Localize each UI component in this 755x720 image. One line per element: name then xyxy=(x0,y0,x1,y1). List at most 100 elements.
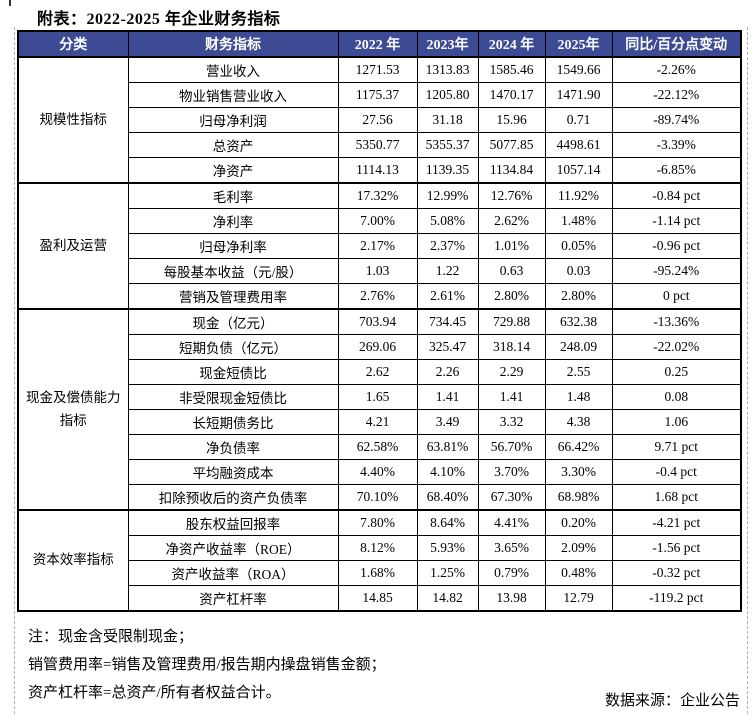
value-cell: 7.80% xyxy=(337,509,418,536)
metric-cell: 净利率 xyxy=(127,208,339,234)
value-cell: 5077.85 xyxy=(477,132,546,158)
footnote-line: 资产杠杆率=总资产/所有者权益合计。 xyxy=(28,685,281,701)
value-cell: 2.09% xyxy=(544,535,613,561)
value-cell: 0.03 xyxy=(544,258,613,284)
metric-cell: 归母净利润 xyxy=(127,107,339,133)
metric-cell: 每股基本收益（元/股） xyxy=(127,258,339,284)
value-cell: 4.21 xyxy=(337,409,418,435)
value-cell: 17.32% xyxy=(337,182,418,209)
value-cell: 1.68% xyxy=(337,560,418,586)
value-cell: 68.40% xyxy=(416,484,479,511)
page-title: 附表：2022-2025 年企业财务指标 xyxy=(37,11,281,28)
value-cell: 1.48 xyxy=(544,384,613,410)
metric-cell: 净资产收益率（ROE） xyxy=(127,535,339,561)
table-row: 资产杠杆率 14.85 14.82 13.98 12.79 -119.2 pct xyxy=(18,585,742,612)
value-cell: 56.70% xyxy=(477,434,546,460)
value-cell: 2.17% xyxy=(337,233,418,259)
table-row: 盈利及运营 毛利率 17.32% 12.99% 12.76% 11.92% -0.84 pc… xyxy=(17,182,742,310)
metric-cell: 长短期债务比 xyxy=(127,409,339,435)
metric-cell: 股东权益回报率 xyxy=(127,509,339,536)
value-cell: 3.32 xyxy=(477,409,546,435)
table-row: 扣除预收后的资产负债率 70.10% 68.40% 67.30% 68.98% 1.68 … xyxy=(18,484,742,511)
value-cell: 1134.84 xyxy=(477,157,546,184)
value-cell: 325.47 xyxy=(416,334,479,360)
value-cell: 1139.35 xyxy=(416,157,479,184)
value-cell: 1.68 pct xyxy=(611,484,742,511)
table-row: 非受限现金短债比 1.65 1.41 1.41 1.48 0.08 xyxy=(18,384,742,410)
metric-cell: 物业销售营业收入 xyxy=(127,82,339,108)
value-cell: 0.79% xyxy=(477,560,546,586)
value-cell: 11.92% xyxy=(544,182,613,209)
value-cell: -4.21 pct xyxy=(611,509,742,536)
value-cell: -89.74% xyxy=(611,107,742,133)
column-header: 2025年 xyxy=(544,30,613,58)
value-cell: 1313.83 xyxy=(416,56,479,83)
value-cell: 2.55 xyxy=(544,359,613,385)
value-cell: 1.41 xyxy=(416,384,479,410)
metric-cell: 总资产 xyxy=(127,132,339,158)
value-cell: 248.09 xyxy=(544,334,613,360)
value-cell: 67.30% xyxy=(477,484,546,511)
value-cell: -1.56 pct xyxy=(611,535,742,561)
value-cell: 27.56 xyxy=(337,107,418,133)
value-cell: 2.37% xyxy=(416,233,479,259)
value-cell: 0.48% xyxy=(544,560,613,586)
value-cell: 1.41 xyxy=(477,384,546,410)
value-cell: 8.12% xyxy=(337,535,418,561)
value-cell: 5350.77 xyxy=(337,132,418,158)
table-header-row: 分类 财务指标 2022 年 2023年 2024 年 2025年 同比/百分点变动 xyxy=(17,30,742,58)
table-row: 净利率 7.00% 5.08% 2.62% 1.48% -1.14 pct xyxy=(18,208,742,234)
value-cell: 1585.46 xyxy=(477,56,546,83)
value-cell: 729.88 xyxy=(477,308,546,335)
table-row: 净负债率 62.58% 63.81% 56.70% 66.42% 9.71 pct xyxy=(18,434,742,460)
value-cell: 1.03 xyxy=(337,258,418,284)
metric-cell: 归母净利率 xyxy=(127,233,339,259)
value-cell: 2.76% xyxy=(337,283,418,310)
value-cell: 15.96 xyxy=(477,107,546,133)
table-row: 归母净利率 2.17% 2.37% 1.01% 0.05% -0.96 pct xyxy=(18,233,742,259)
value-cell: 13.98 xyxy=(477,585,546,612)
value-cell: -22.02% xyxy=(611,334,742,360)
page-boundary-corner-mark xyxy=(9,0,11,6)
value-cell: 9.71 pct xyxy=(611,434,742,460)
table-row: 总资产 5350.77 5355.37 5077.85 4498.61 -3.39% xyxy=(18,132,742,158)
value-cell: 4.10% xyxy=(416,459,479,485)
value-cell: 2.80% xyxy=(544,283,613,310)
metric-cell: 营业收入 xyxy=(127,56,339,83)
table-row: 归母净利润 27.56 31.18 15.96 0.71 -89.74% xyxy=(18,107,742,133)
footnote-line: 注：现金含受限制现金； xyxy=(28,629,194,645)
value-cell: 5355.37 xyxy=(416,132,479,158)
footnotes: 注：现金含受限制现金； 销管费用率=销售及管理费用/报告期内操盘销售金额； 资产杠杆… xyxy=(28,623,386,707)
value-cell: 0.63 xyxy=(477,258,546,284)
metric-cell: 现金（亿元） xyxy=(127,308,339,335)
value-cell: -6.85% xyxy=(611,157,742,184)
category-cell: 资本效率指标 xyxy=(17,509,129,612)
value-cell: 0.20% xyxy=(544,509,613,536)
value-cell: 2.61% xyxy=(416,283,479,310)
footnote-line: 销管费用率=销售及管理费用/报告期内操盘销售金额； xyxy=(28,657,386,673)
metric-cell: 净负债率 xyxy=(127,434,339,460)
metric-cell: 毛利率 xyxy=(127,182,339,209)
data-source: 数据来源：企业公告 xyxy=(604,693,740,709)
value-cell: 8.64% xyxy=(416,509,479,536)
category-cell: 规模性指标 xyxy=(17,56,129,184)
metric-cell: 短期负债（亿元） xyxy=(127,334,339,360)
table-row: 物业销售营业收入 1175.37 1205.80 1470.17 1471.90 -22.… xyxy=(18,82,742,108)
value-cell: 7.00% xyxy=(337,208,418,234)
value-cell: 2.62 xyxy=(337,359,418,385)
value-cell: 2.80% xyxy=(477,283,546,310)
value-cell: 703.94 xyxy=(337,308,418,335)
value-cell: 0.08 xyxy=(611,384,742,410)
value-cell: 4.41% xyxy=(477,509,546,536)
value-cell: 0.25 xyxy=(611,359,742,385)
value-cell: 68.98% xyxy=(544,484,613,511)
table-row: 净资产 1114.13 1139.35 1134.84 1057.14 -6.85% xyxy=(18,157,742,184)
column-header: 财务指标 xyxy=(127,30,339,58)
value-cell: -0.84 pct xyxy=(611,182,742,209)
value-cell: 14.85 xyxy=(337,585,418,612)
column-header: 2023年 xyxy=(416,30,479,58)
value-cell: 62.58% xyxy=(337,434,418,460)
value-cell: 1057.14 xyxy=(544,157,613,184)
value-cell: 2.29 xyxy=(477,359,546,385)
value-cell: 3.30% xyxy=(544,459,613,485)
